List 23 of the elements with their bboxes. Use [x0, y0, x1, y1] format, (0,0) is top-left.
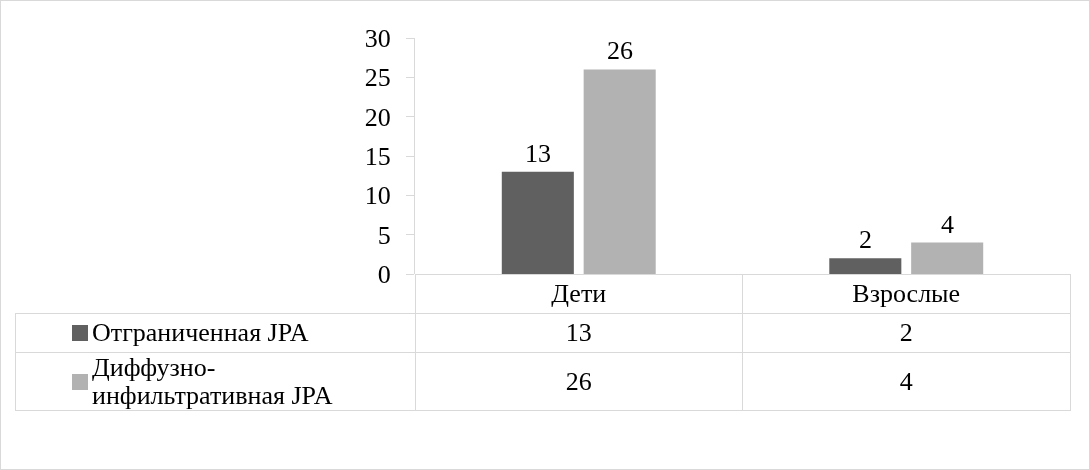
y-tick-label: 30: [364, 24, 391, 54]
data-label: 13: [415, 313, 743, 353]
annotation: 13: [525, 139, 551, 168]
annotation: 4: [941, 210, 954, 239]
annotation: 2: [859, 225, 872, 254]
x-tick-label: Дети: [415, 274, 743, 314]
data-label: 2: [742, 313, 1070, 353]
y-tick-label: 0: [377, 260, 391, 290]
y-tick-label: 5: [377, 220, 391, 250]
data-label: 4: [742, 352, 1070, 411]
bar: [583, 69, 656, 274]
y-tick-label: 20: [364, 102, 391, 132]
bar: [911, 242, 984, 274]
x-tick-label: Взрослые: [742, 274, 1070, 314]
y-tick-label: 15: [364, 142, 391, 172]
data-label: 26: [415, 352, 743, 411]
y-tick-label: 25: [364, 63, 391, 93]
bar: [501, 171, 574, 274]
y-tick-label: 10: [364, 181, 391, 211]
legend-label: Диффузно-инфильтративная JPA: [92, 352, 334, 410]
legend-label: Отграниченная JPA: [92, 318, 309, 347]
annotation: 26: [607, 36, 633, 65]
bar: [829, 258, 902, 274]
